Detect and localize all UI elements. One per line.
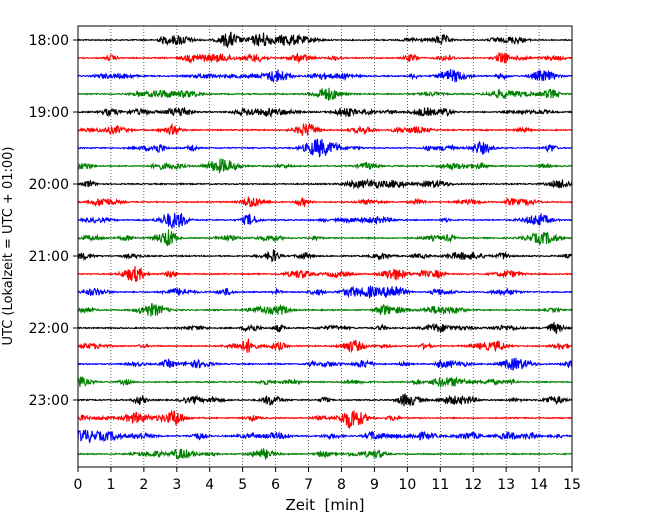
x-tick-label: 0 <box>74 477 83 493</box>
x-tick-label: 15 <box>563 477 581 493</box>
trace-1830 <box>77 69 573 84</box>
trace-2015 <box>77 196 573 208</box>
seismic-traces <box>77 31 573 461</box>
trace-2315 <box>77 409 573 430</box>
trace-1800 <box>77 31 573 48</box>
x-tick-label: 9 <box>370 477 379 493</box>
trace-2245 <box>77 376 573 389</box>
plot-frame <box>77 25 573 468</box>
trace-1915 <box>77 122 573 136</box>
x-tick-label: 11 <box>431 477 449 493</box>
trace-2145 <box>77 302 573 317</box>
trace-2230 <box>77 357 573 372</box>
x-tick-label: 1 <box>106 477 115 493</box>
x-tick-label: 5 <box>238 477 247 493</box>
y-tick-label: 18:00 <box>29 33 69 49</box>
x-tick-label: 2 <box>139 477 148 493</box>
trace-2130 <box>77 285 573 299</box>
trace-1815 <box>77 51 573 65</box>
x-tick-label: 10 <box>398 477 416 493</box>
trace-2100 <box>77 249 573 263</box>
y-axis: 18:00 19:00 20:00 21:00 22:00 23:00 <box>29 33 78 409</box>
x-tick-label: 13 <box>497 477 515 493</box>
x-tick-label: 12 <box>464 477 482 493</box>
trace-2345 <box>77 447 573 461</box>
y-tick-label: 22:00 <box>29 321 69 337</box>
trace-2030 <box>77 212 573 230</box>
trace-1845 <box>77 87 573 101</box>
x-tick-label: 4 <box>205 477 214 493</box>
trace-2330 <box>77 429 573 444</box>
x-axis: 0 1 2 3 4 5 6 7 8 9 10 11 12 13 14 15 <box>74 467 581 493</box>
trace-2000 <box>77 178 573 190</box>
x-tick-label: 6 <box>271 477 280 493</box>
x-tick-label: 7 <box>304 477 313 493</box>
trace-2115 <box>77 266 573 283</box>
y-axis-label: UTC (Lokalzeit = UTC + 01:00) <box>1 147 16 346</box>
x-tick-label: 8 <box>337 477 346 493</box>
x-tick-label: 3 <box>172 477 181 493</box>
trace-1900 <box>77 107 573 119</box>
x-tick-label: 14 <box>530 477 548 493</box>
trace-2200 <box>77 322 573 335</box>
y-tick-label: 23:00 <box>29 393 69 409</box>
trace-1930 <box>77 138 573 158</box>
y-tick-label: 20:00 <box>29 177 69 193</box>
trace-2300 <box>77 393 573 407</box>
trace-2215 <box>77 338 573 354</box>
y-tick-label: 21:00 <box>29 249 69 265</box>
x-axis-label: Zeit [min] <box>285 496 364 514</box>
y-tick-label: 19:00 <box>29 105 69 121</box>
trace-2045 <box>77 229 573 247</box>
trace-1945 <box>77 158 573 174</box>
